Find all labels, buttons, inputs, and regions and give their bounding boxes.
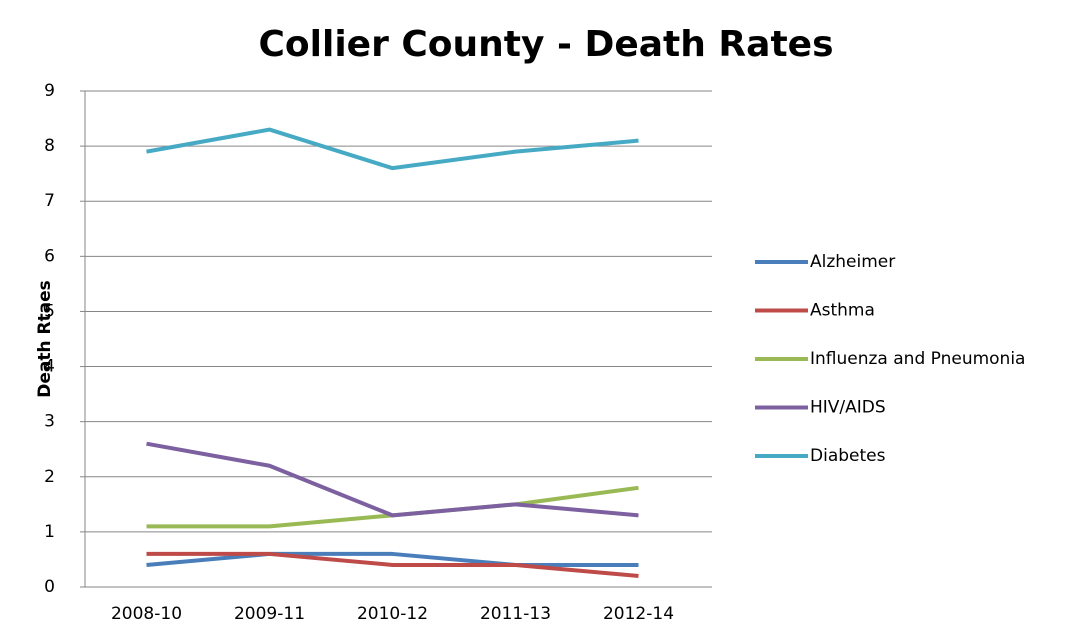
y-tick-label: 9 — [44, 81, 55, 101]
y-tick-label: 4 — [44, 357, 55, 377]
line — [146, 441, 639, 518]
x-tick-label: 2010-12 — [357, 604, 428, 624]
y-tick-label: 3 — [44, 412, 55, 432]
legend-label: HIV/AIDS — [810, 398, 886, 418]
legend-label: Asthma — [810, 301, 875, 321]
x-tick-label: 2008-10 — [111, 604, 182, 624]
y-tick-label: 5 — [44, 301, 55, 321]
legend-label: Diabetes — [810, 446, 886, 466]
line — [146, 127, 639, 171]
line — [146, 551, 639, 567]
y-tick-label: 1 — [44, 522, 55, 542]
x-tick-label: 2012-14 — [603, 604, 674, 624]
y-tick-label: 2 — [44, 467, 55, 487]
y-tick-label: 6 — [44, 246, 55, 266]
y-tick-label: 7 — [44, 191, 55, 211]
legend-label: Influenza and Pneumonia — [810, 349, 1025, 369]
y-axis-label: Death Rtaes — [35, 280, 55, 398]
line — [146, 551, 639, 578]
x-tick-label: 2009-11 — [234, 604, 305, 624]
y-tick-label: 0 — [44, 577, 55, 597]
legend-label: Alzheimer — [810, 252, 895, 272]
x-tick-label: 2011-13 — [480, 604, 551, 624]
y-tick-label: 8 — [44, 136, 55, 156]
chart-title: Collier County - Death Rates — [259, 24, 834, 65]
